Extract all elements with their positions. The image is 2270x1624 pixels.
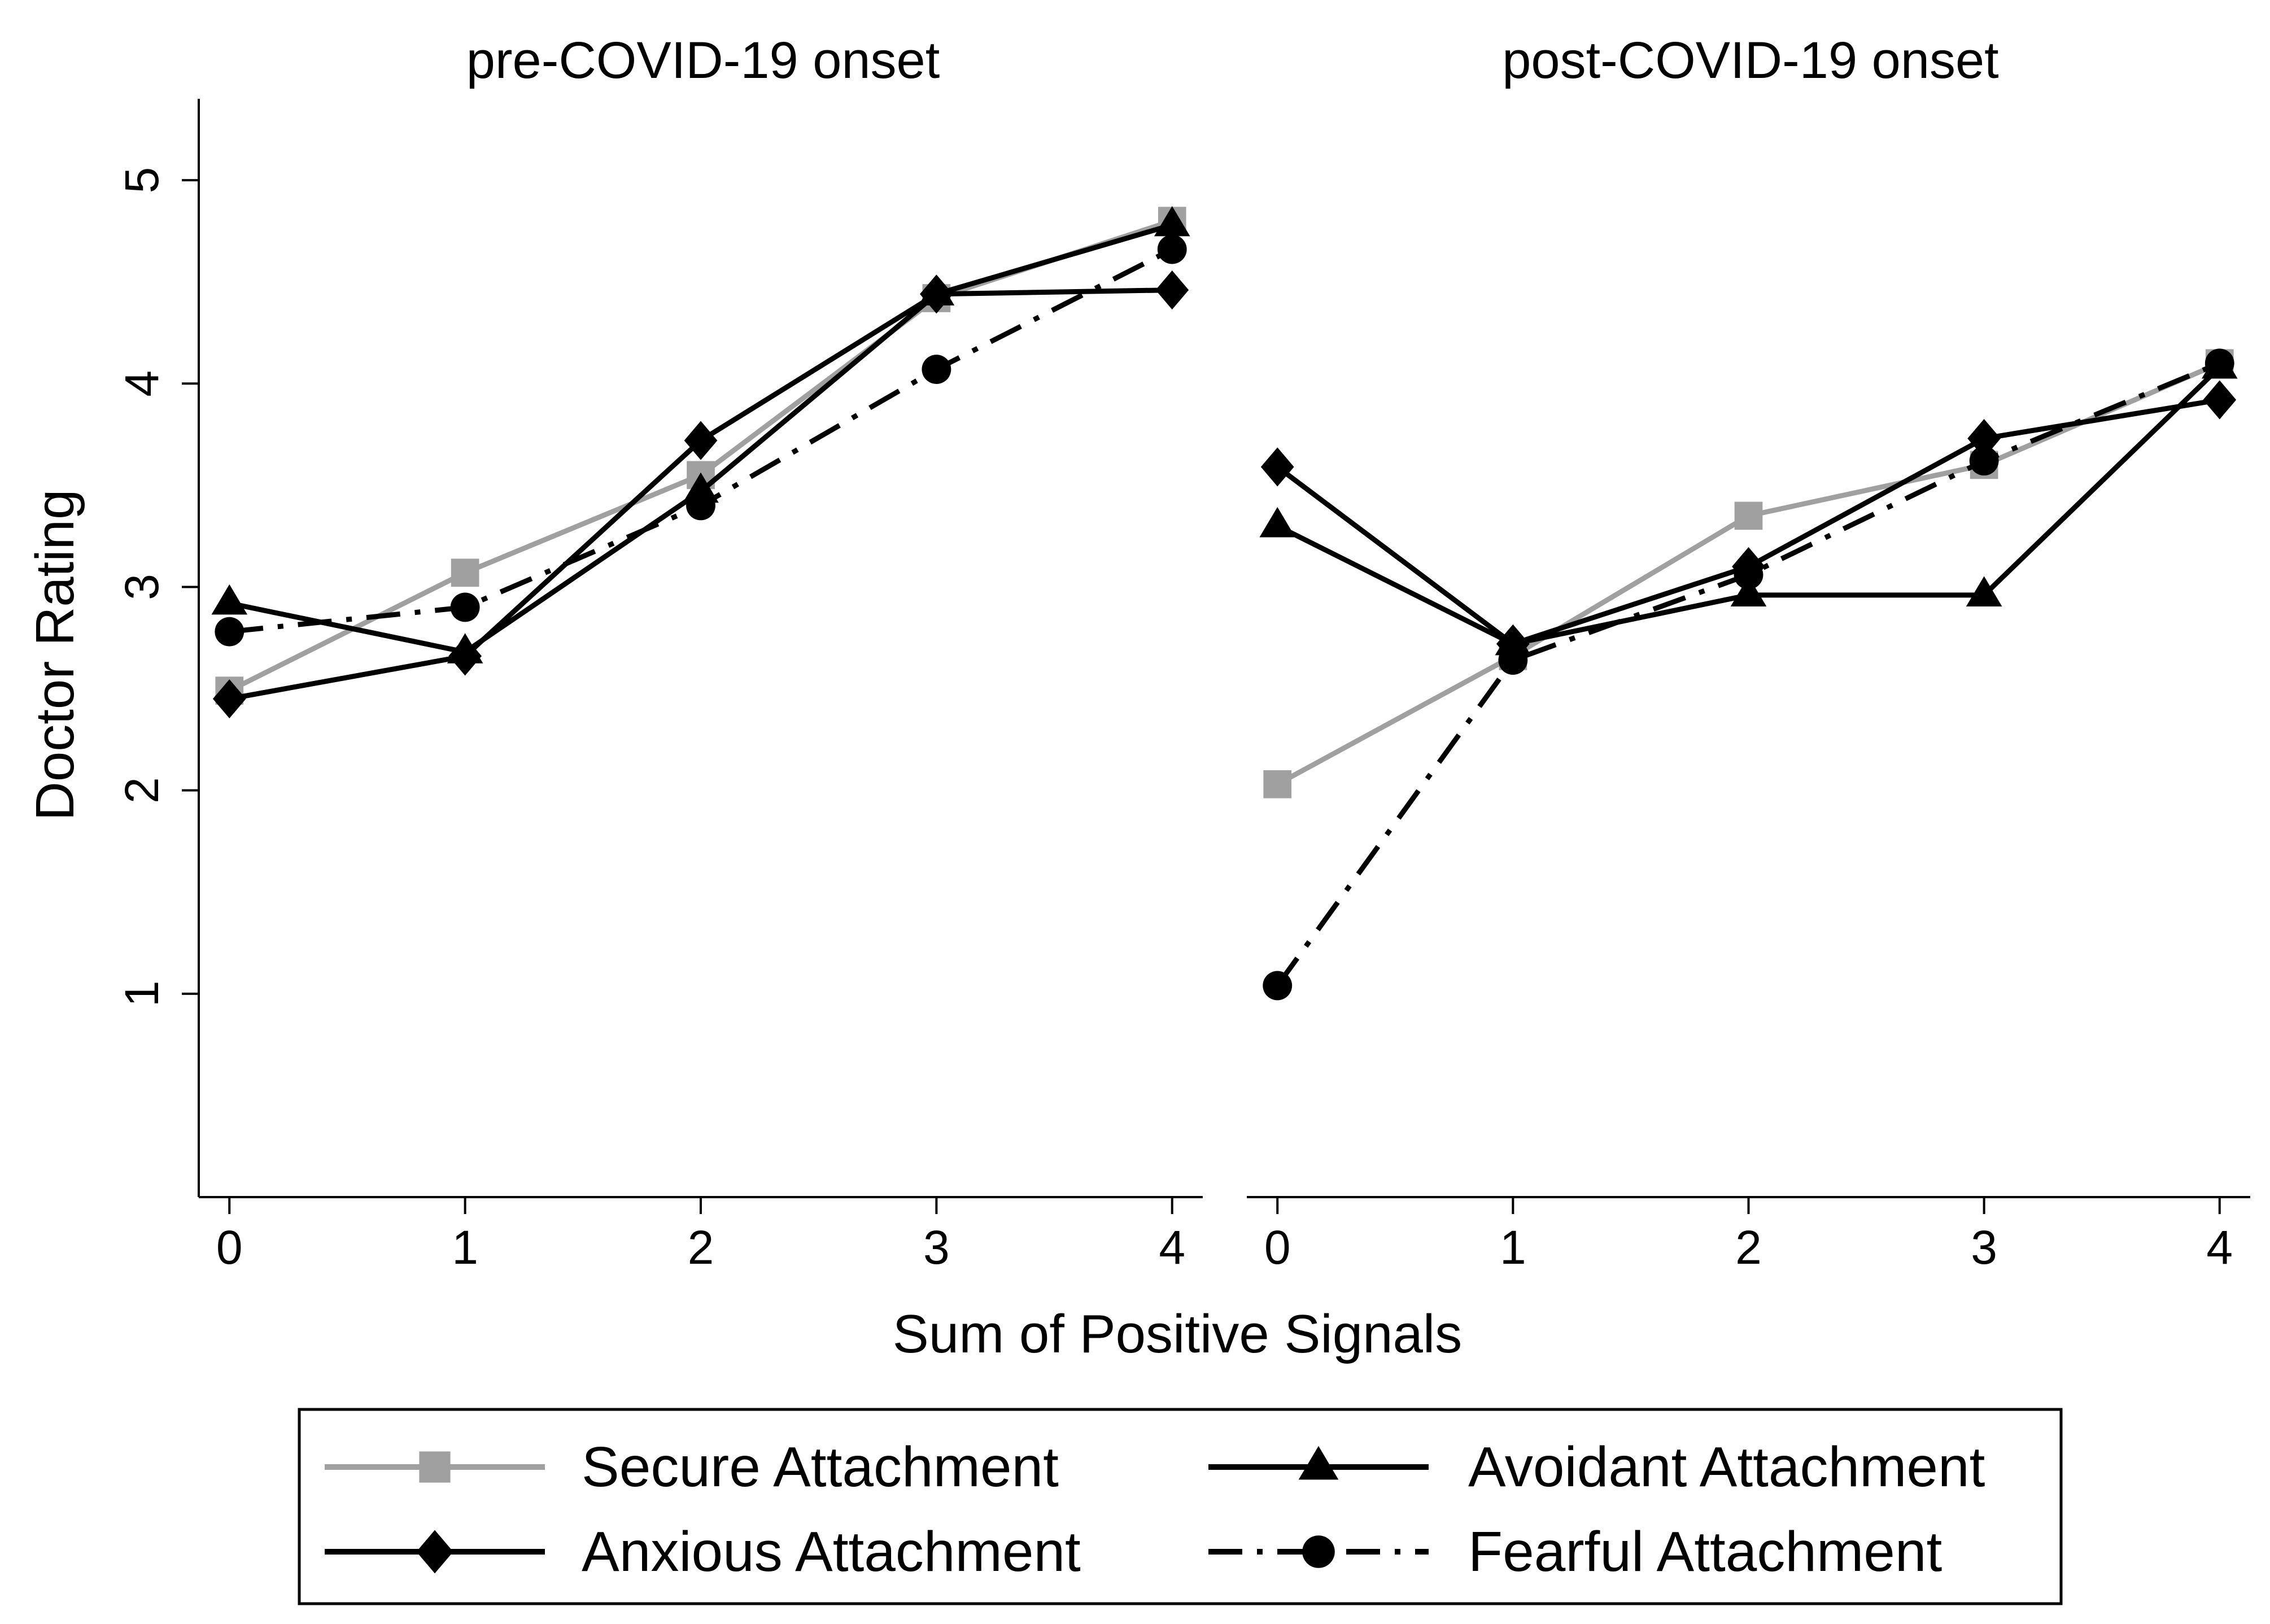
x-tick-label: 3 bbox=[923, 1221, 950, 1274]
x-tick-label: 2 bbox=[1735, 1221, 1762, 1274]
data-point-avoidant bbox=[1259, 507, 1296, 538]
data-point-fearful bbox=[1263, 971, 1293, 1001]
data-point-fearful bbox=[1969, 446, 1999, 476]
x-tick-label: 4 bbox=[1159, 1221, 1185, 1274]
x-axis-title: Sum of Positive Signals bbox=[893, 1304, 1462, 1364]
panel-pre-covid: 0 1 2 3 4 bbox=[199, 206, 1203, 1274]
legend-swatch-marker bbox=[416, 1530, 453, 1574]
data-point-anxious bbox=[919, 274, 953, 314]
series-anxious bbox=[212, 270, 1189, 719]
legend-item-fearful: Fearful Attachment bbox=[1208, 1520, 1942, 1583]
legend-item-anxious: Anxious Attachment bbox=[325, 1520, 1081, 1583]
data-point-avoidant bbox=[211, 584, 248, 615]
panel-title-pre: pre-COVID-19 onset bbox=[466, 32, 940, 89]
panel-title-post: post-COVID-19 onset bbox=[1502, 32, 1998, 89]
legend-label: Avoidant Attachment bbox=[1468, 1435, 1985, 1499]
data-point-fearful bbox=[215, 617, 245, 647]
series-fearful bbox=[215, 234, 1187, 647]
data-point-fearful bbox=[1157, 234, 1187, 264]
y-tick-label: 5 bbox=[115, 167, 168, 194]
x-tick-label: 1 bbox=[452, 1221, 478, 1274]
panel-post-covid: 0 1 2 3 4 bbox=[1247, 348, 2250, 1274]
x-tick-label: 0 bbox=[216, 1221, 243, 1274]
legend-swatch-marker bbox=[1298, 1446, 1339, 1480]
legend-label: Fearful Attachment bbox=[1468, 1520, 1942, 1583]
x-tick-label: 0 bbox=[1264, 1221, 1291, 1274]
data-point-anxious bbox=[1260, 447, 1294, 487]
series-anxious bbox=[1260, 380, 2237, 663]
data-point-avoidant bbox=[1966, 576, 2002, 606]
data-point-secure bbox=[1734, 501, 1763, 530]
legend-box bbox=[298, 1408, 2063, 1605]
data-point-avoidant bbox=[1154, 206, 1190, 237]
data-point-fearful bbox=[450, 592, 480, 622]
x-tick-label: 2 bbox=[688, 1221, 714, 1274]
y-tick-label: 3 bbox=[115, 574, 168, 600]
data-point-anxious bbox=[448, 636, 482, 676]
data-point-anxious bbox=[1496, 624, 1530, 663]
data-point-avoidant bbox=[1730, 576, 1767, 606]
data-point-anxious bbox=[212, 679, 246, 719]
legend: Secure Attachment Avoidant Attachment Anxi… bbox=[298, 1408, 2063, 1605]
y-tick-label: 4 bbox=[115, 370, 168, 397]
data-point-anxious bbox=[684, 421, 718, 460]
y-axis: 1 2 3 4 5 bbox=[115, 99, 200, 1197]
data-point-anxious bbox=[2203, 380, 2237, 420]
x-tick-label: 4 bbox=[2206, 1221, 2233, 1274]
data-point-anxious bbox=[1732, 547, 1765, 586]
data-point-anxious bbox=[1155, 270, 1189, 310]
data-point-secure bbox=[1263, 770, 1292, 798]
legend-swatch-marker bbox=[1302, 1535, 1335, 1568]
data-point-secure bbox=[451, 558, 479, 587]
x-tick-label: 1 bbox=[1500, 1221, 1526, 1274]
legend-label: Secure Attachment bbox=[582, 1435, 1059, 1499]
y-tick-label: 1 bbox=[115, 980, 168, 1007]
x-tick-label: 3 bbox=[1971, 1221, 1997, 1274]
legend-item-avoidant: Avoidant Attachment bbox=[1208, 1435, 1985, 1499]
y-tick-label: 2 bbox=[115, 777, 168, 804]
data-point-avoidant bbox=[683, 472, 719, 503]
data-point-avoidant bbox=[2201, 348, 2238, 379]
legend-item-secure: Secure Attachment bbox=[325, 1435, 1059, 1499]
legend-swatch-marker bbox=[419, 1451, 451, 1483]
legend-label: Anxious Attachment bbox=[582, 1520, 1081, 1583]
data-point-anxious bbox=[1967, 418, 2001, 459]
y-axis-title: Doctor Rating bbox=[25, 490, 85, 821]
data-point-fearful bbox=[922, 355, 951, 384]
